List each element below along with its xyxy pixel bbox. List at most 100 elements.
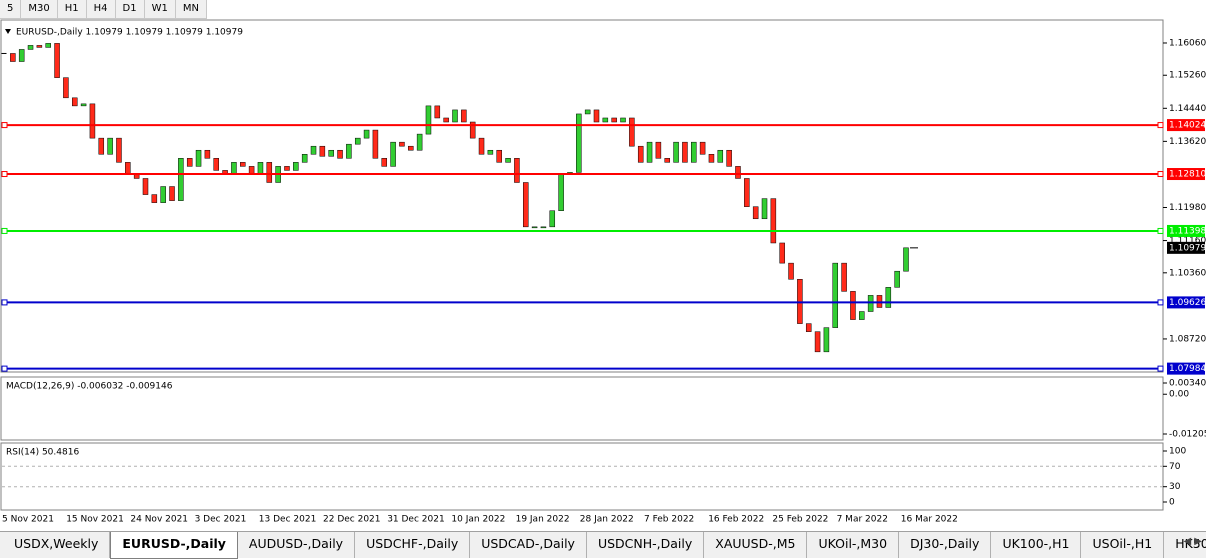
level-anchor (1157, 227, 1164, 234)
y-tick-label: 100 (1169, 447, 1186, 457)
tab-scroll[interactable]: ◀ ▶ (1183, 536, 1202, 547)
candle (80, 103, 87, 107)
chart-tab[interactable]: XAUUSD-,M5 (704, 532, 808, 558)
candle (125, 162, 131, 175)
candle (310, 145, 317, 155)
timeframe-button[interactable]: H1 (58, 0, 87, 18)
level-label-box (1167, 119, 1205, 132)
timeframe-button[interactable]: M30 (21, 0, 58, 18)
chart-tab[interactable]: USDCNH-,Daily (587, 532, 705, 558)
chart-tab[interactable]: HK50-,Daily (1164, 532, 1206, 558)
chart-tab[interactable]: USOil-,H1 (1081, 532, 1165, 558)
timeframe-button[interactable]: MN (176, 0, 207, 18)
candle (71, 97, 78, 107)
candle (186, 158, 193, 167)
level-anchor (1, 227, 8, 234)
x-tick-label: 3 Dec 2021 (195, 515, 247, 525)
x-tick-label: 16 Feb 2022 (708, 515, 764, 525)
candle (576, 113, 582, 173)
candle (593, 109, 600, 123)
candle (328, 149, 334, 157)
candle (98, 137, 105, 155)
level-label: 1.09626 (1169, 298, 1206, 308)
candle (27, 45, 34, 50)
candle (779, 242, 785, 264)
candle (859, 311, 865, 320)
candle (381, 158, 388, 167)
candle (452, 109, 458, 123)
candle (522, 182, 529, 228)
candle (416, 133, 423, 151)
candle (107, 137, 113, 155)
chart-tab[interactable]: UKOil-,M30 (807, 532, 900, 558)
level-anchor (1, 171, 8, 178)
candle (293, 162, 299, 171)
candle (505, 158, 511, 163)
candle (346, 143, 352, 159)
timeframe-toolbar: 5 M30 H1 H4 D1 W1 MN (0, 0, 207, 19)
candle (116, 137, 122, 163)
chart-tab[interactable]: USDX,Weekly (3, 532, 111, 558)
timeframe-button[interactable]: 5 (0, 0, 22, 18)
candle (814, 331, 821, 353)
x-tick-label: 7 Feb 2022 (644, 515, 694, 525)
chart-tab[interactable]: EURUSD-,Daily (110, 532, 238, 559)
timeframe-button[interactable]: W1 (145, 0, 176, 18)
candle (434, 105, 441, 119)
candle (558, 174, 564, 211)
candle (142, 178, 149, 195)
candle (231, 162, 237, 175)
candle (390, 141, 396, 167)
candle (894, 270, 900, 288)
candle (319, 145, 326, 157)
x-tick-label: 22 Dec 2021 (323, 515, 381, 525)
level-label-box (1167, 296, 1205, 309)
y-tick-label: 1.08720 (1169, 334, 1206, 344)
timeframe-button[interactable]: H4 (87, 0, 116, 18)
y-tick-label: 1.15260 (1169, 71, 1206, 81)
chart-tab[interactable]: USDCHF-,Daily (355, 532, 471, 558)
candle (408, 145, 414, 151)
main-panel (0, 19, 1164, 373)
candle (549, 210, 556, 228)
chart-tab[interactable]: UK100-,H1 (991, 532, 1082, 558)
rsi-panel (0, 442, 1164, 511)
level-anchor (1157, 299, 1164, 306)
candle (584, 109, 591, 115)
chart-tab[interactable]: AUDUSD-,Daily (238, 532, 356, 558)
y-tick-label: 1.10360 (1169, 268, 1206, 278)
chart-tab[interactable]: USDCAD-,Daily (470, 532, 587, 558)
candle (89, 103, 96, 139)
candle (637, 145, 644, 163)
level-label-box (1167, 362, 1205, 375)
y-tick-label: 70 (1169, 462, 1181, 472)
candle (664, 158, 670, 163)
y-tick-label: 0.003408 (1169, 379, 1206, 389)
y-tick-label: 1.13620 (1169, 137, 1206, 147)
candle (54, 43, 60, 78)
y-tick-label: -0.012058 (1169, 429, 1206, 439)
candle (151, 194, 158, 203)
candle (478, 137, 485, 155)
candle (195, 149, 202, 167)
candle (63, 77, 69, 99)
chart-tab[interactable]: DJ30-,Daily (899, 532, 992, 558)
candle (691, 141, 697, 163)
level-label-box (1167, 224, 1205, 237)
candle (301, 154, 308, 163)
level-label: 1.14024 (1169, 121, 1206, 131)
candle (337, 149, 343, 159)
level-label: 1.07984 (1169, 364, 1206, 374)
candle (169, 186, 175, 201)
candle (213, 158, 219, 171)
candle (620, 117, 626, 123)
candle (425, 105, 432, 135)
level-label-box (1167, 168, 1205, 181)
timeframe-button[interactable]: D1 (116, 0, 145, 18)
candle (744, 178, 750, 207)
candle (178, 158, 184, 201)
level-anchor (1, 299, 8, 306)
candle (770, 198, 777, 244)
x-tick-label: 10 Jan 2022 (451, 515, 505, 525)
